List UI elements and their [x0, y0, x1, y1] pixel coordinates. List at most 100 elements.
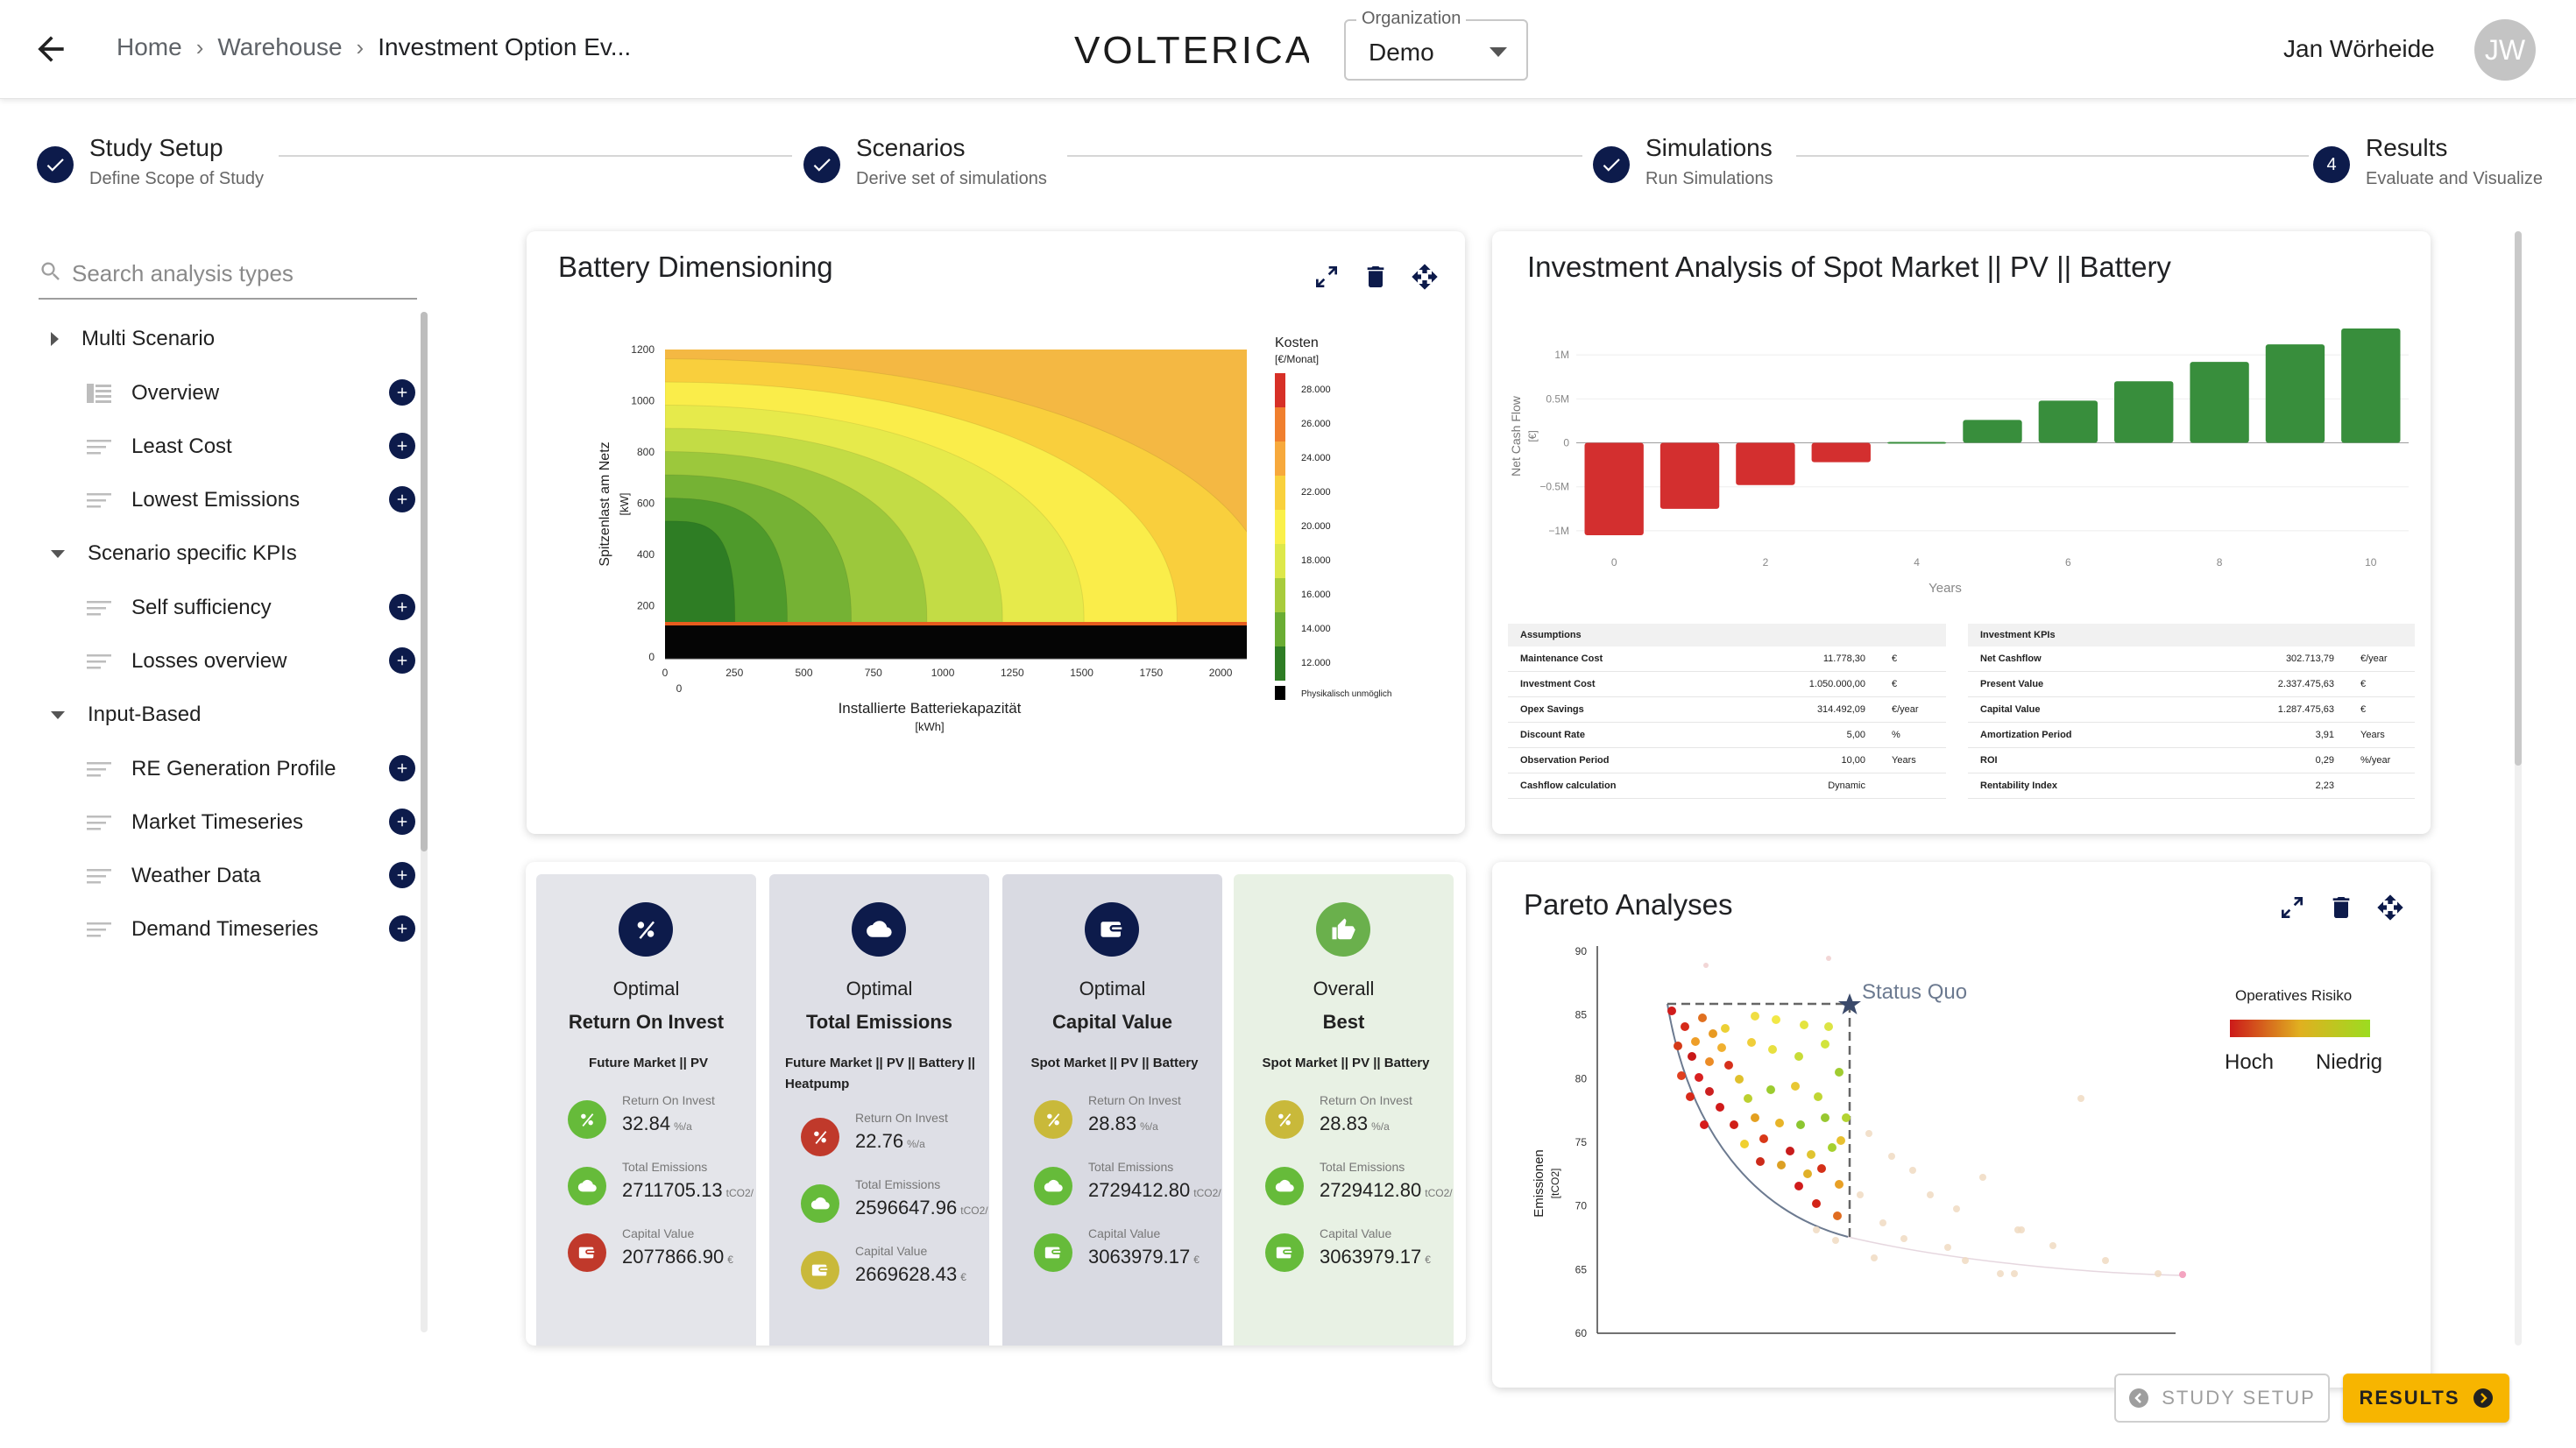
tree-group-multi-scenario[interactable]: Multi Scenario: [39, 312, 415, 366]
scenario-point-faint[interactable]: [1962, 1257, 1969, 1264]
cashflow-bar[interactable]: [2190, 362, 2249, 443]
scenario-point[interactable]: [1724, 1061, 1733, 1070]
scenario-point[interactable]: [1667, 1007, 1676, 1015]
scenario-point[interactable]: [1833, 1211, 1842, 1220]
breadcrumb-home[interactable]: Home: [117, 33, 182, 60]
delete-icon[interactable]: [2327, 894, 2355, 922]
scenario-point-faint[interactable]: [2102, 1257, 2109, 1264]
scenario-point[interactable]: [1817, 1164, 1826, 1173]
scenario-point[interactable]: [1695, 1073, 1703, 1082]
cashflow-bar[interactable]: [1736, 442, 1795, 485]
scenario-point[interactable]: [1717, 1043, 1726, 1052]
scenario-point-faint[interactable]: [2155, 1270, 2162, 1277]
scenario-point[interactable]: [1768, 1045, 1777, 1054]
scenario-point[interactable]: [1807, 1150, 1815, 1159]
step-results[interactable]: 4 Results Evaluate and Visualize: [2313, 134, 2543, 189]
scenario-point[interactable]: [1686, 1092, 1695, 1101]
step-simulations[interactable]: Simulations Run Simulations: [1593, 134, 1773, 189]
scenario-point[interactable]: [1836, 1136, 1845, 1145]
results-button[interactable]: RESULTS: [2343, 1374, 2509, 1423]
scenario-point[interactable]: [1681, 1022, 1689, 1031]
scenario-point[interactable]: [1698, 1014, 1707, 1022]
kpi-tile[interactable]: Optimal Total Emissions Future Market || P…: [769, 874, 989, 1346]
scenario-point[interactable]: [1751, 1113, 1759, 1122]
scenario-point-faint[interactable]: [1900, 1235, 1907, 1242]
scenario-point[interactable]: [1814, 1092, 1822, 1101]
scenario-point-faint[interactable]: [1953, 1205, 1960, 1212]
scenario-point[interactable]: [1716, 1103, 1724, 1112]
move-icon[interactable]: [2376, 894, 2404, 922]
step-study-setup[interactable]: Study Setup Define Scope of Study: [37, 134, 264, 189]
cashflow-bar[interactable]: [2341, 328, 2401, 443]
scenario-point[interactable]: [1735, 1075, 1744, 1084]
scenario-point-faint[interactable]: [1879, 1219, 1886, 1226]
breadcrumb-warehouse[interactable]: Warehouse: [217, 33, 343, 60]
scenario-point-faint[interactable]: [1997, 1270, 2004, 1277]
scenario-point[interactable]: [1812, 1199, 1821, 1208]
cashflow-bar[interactable]: [1660, 442, 1720, 509]
scenario-point[interactable]: [1756, 1157, 1765, 1166]
cashflow-bar[interactable]: [2114, 381, 2174, 443]
scrollbar-thumb[interactable]: [2515, 231, 2522, 766]
add-icon[interactable]: [389, 915, 415, 942]
scenario-point[interactable]: [1791, 1082, 1800, 1091]
cashflow-bar[interactable]: [2038, 400, 2098, 443]
scenario-point[interactable]: [1721, 1024, 1730, 1033]
scenario-point-faint[interactable]: [1927, 1191, 1934, 1198]
tree-group-input-based[interactable]: Input-Based: [39, 688, 415, 742]
scenario-point[interactable]: [1777, 1161, 1786, 1169]
scenario-point[interactable]: [1674, 1042, 1682, 1050]
kpi-tile[interactable]: Overall Best Spot Market || PV || Battery R…: [1234, 874, 1454, 1346]
scenario-point[interactable]: [1688, 1052, 1696, 1061]
back-arrow-icon[interactable]: [32, 30, 70, 68]
scenario-point[interactable]: [1691, 1037, 1700, 1046]
cashflow-bar[interactable]: [1886, 441, 1947, 444]
add-icon[interactable]: [389, 433, 415, 459]
scenario-point-faint[interactable]: [1832, 1237, 1839, 1244]
scenario-point-faint[interactable]: [1865, 1130, 1872, 1137]
scenario-point[interactable]: [1759, 1134, 1768, 1143]
add-icon[interactable]: [389, 379, 415, 406]
tree-item-weather-data[interactable]: Weather Data: [39, 849, 415, 902]
scenario-point[interactable]: [1803, 1169, 1812, 1178]
scenario-point[interactable]: [1705, 1057, 1714, 1066]
scenario-point-faint[interactable]: [2018, 1226, 2025, 1233]
avatar[interactable]: JW: [2474, 19, 2536, 81]
scenario-point[interactable]: [1740, 1140, 1749, 1148]
scenario-point-faint[interactable]: [1813, 1226, 1820, 1233]
tree-item-least-cost[interactable]: Least Cost: [39, 420, 415, 473]
tree-item-self-sufficiency[interactable]: Self sufficiency: [39, 581, 415, 634]
move-icon[interactable]: [1411, 263, 1439, 291]
scrollbar-thumb[interactable]: [421, 312, 428, 851]
scenario-point[interactable]: [1786, 1147, 1794, 1155]
scenario-point[interactable]: [1794, 1182, 1803, 1190]
scenario-point[interactable]: [1835, 1068, 1844, 1077]
add-icon[interactable]: [389, 486, 415, 512]
add-icon[interactable]: [389, 862, 415, 888]
tree-group-scenario-kpis[interactable]: Scenario specific KPIs: [39, 526, 415, 581]
scenario-point-faint[interactable]: [1703, 963, 1709, 968]
scenario-point[interactable]: [1747, 1038, 1756, 1047]
tree-item-market-timeseries[interactable]: Market Timeseries: [39, 795, 415, 849]
scenario-point[interactable]: [1700, 1120, 1709, 1129]
scenario-point[interactable]: [1766, 1085, 1775, 1094]
tree-item-demand-timeseries[interactable]: Demand Timeseries: [39, 902, 415, 956]
search-input[interactable]: [72, 256, 405, 291]
scenario-point[interactable]: [1821, 1040, 1829, 1049]
add-icon[interactable]: [389, 647, 415, 674]
tree-item-losses-overview[interactable]: Losses overview: [39, 634, 415, 688]
cashflow-bar[interactable]: [1811, 442, 1871, 463]
scenario-point-faint[interactable]: [1944, 1244, 1951, 1251]
tree-item-lowest-emissions[interactable]: Lowest Emissions: [39, 473, 415, 526]
scenario-point-faint[interactable]: [1888, 1153, 1895, 1160]
scenario-point[interactable]: [1751, 1012, 1759, 1021]
scenario-point-faint[interactable]: [1857, 1191, 1864, 1198]
sidebar-scrollbar[interactable]: [421, 312, 428, 1332]
kpi-tile[interactable]: Optimal Capital Value Spot Market || PV ||…: [1002, 874, 1222, 1346]
add-icon[interactable]: [389, 809, 415, 835]
tree-item-overview[interactable]: Overview: [39, 366, 415, 420]
scenario-point-faint[interactable]: [2011, 1270, 2018, 1277]
scenario-point[interactable]: [1842, 1113, 1851, 1122]
scenario-point[interactable]: [1824, 1022, 1833, 1031]
scenario-point[interactable]: [1705, 1087, 1714, 1096]
